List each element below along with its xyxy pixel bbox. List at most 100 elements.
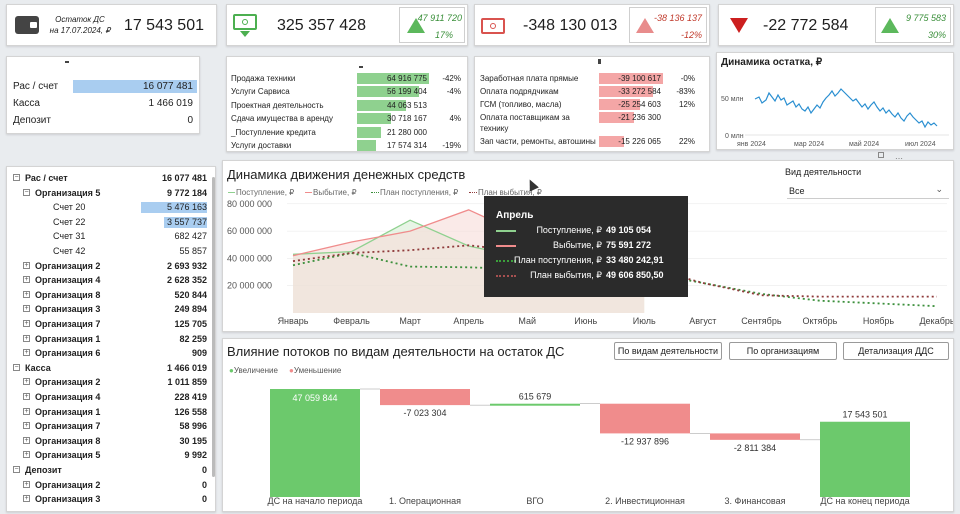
tree-row[interactable]: + Организация 7 58 996: [7, 419, 215, 434]
expand-icon[interactable]: +: [23, 349, 30, 357]
tree-row-bar: [141, 202, 207, 214]
outflow-row-label: Заработная плата прямые: [480, 74, 579, 83]
tree-row[interactable]: + Организация 2 1 011 859: [7, 375, 215, 390]
tree-row[interactable]: + Организация 3 249 894: [7, 302, 215, 317]
balance-x-tick: янв 2024: [737, 141, 766, 148]
expand-icon[interactable]: +: [23, 480, 30, 488]
tree-row[interactable]: + Организация 7 125 705: [7, 317, 215, 332]
by-activity-button[interactable]: По видам деятельности: [614, 342, 722, 360]
tree-row[interactable]: − Рас / счет 16 077 481: [7, 171, 215, 186]
expand-icon[interactable]: +: [23, 495, 30, 503]
waterfall-bar[interactable]: [600, 403, 690, 434]
tree-row-value: 126 558: [174, 406, 207, 417]
tooltip-label: План поступления, ₽: [513, 255, 602, 265]
tree-row[interactable]: − Касса 1 466 019: [7, 361, 215, 376]
waterfall-category-label: 1. Операционная: [389, 496, 461, 506]
tree-row-label: Организация 2: [35, 260, 101, 271]
tree-row-value: 55 857: [179, 246, 207, 256]
waterfall-category-label: 3. Финансовая: [725, 496, 786, 506]
expand-icon[interactable]: +: [23, 436, 30, 444]
outflow-row-bar: [599, 99, 640, 110]
expand-icon[interactable]: +: [23, 451, 30, 459]
tree-row[interactable]: Счет 20 5 476 163: [7, 200, 215, 215]
tree-scrollbar[interactable]: [212, 177, 215, 477]
outflow-row-bar: [599, 112, 634, 123]
tree-row[interactable]: + Организация 4 228 419: [7, 390, 215, 405]
expand-icon[interactable]: +: [23, 334, 30, 342]
inflow-row-label: Услуги Сарвиса: [231, 87, 290, 97]
net-delta-pct: 30%: [927, 30, 946, 40]
waterfall-bar[interactable]: [490, 403, 580, 406]
waterfall-bar[interactable]: [820, 421, 910, 497]
collapse-icon[interactable]: −: [23, 188, 30, 196]
expand-icon[interactable]: +: [23, 422, 30, 430]
tree-row[interactable]: + Организация 2 2 693 932: [7, 259, 215, 274]
dds-details-button[interactable]: Детализация ДДС: [843, 342, 949, 360]
sort-indicator-icon[interactable]: [359, 66, 363, 68]
legend-item: Поступление, ₽: [228, 188, 294, 197]
tree-row-label: Организация 7: [35, 421, 101, 432]
net-delta: 9 775 583: [905, 13, 946, 23]
collapse-icon[interactable]: −: [13, 174, 20, 181]
tree-row[interactable]: + Организация 2 0: [7, 478, 215, 493]
legend-label: Увеличение: [233, 366, 278, 375]
tree-row-value: 2 628 352: [166, 275, 207, 286]
expand-icon[interactable]: +: [23, 261, 30, 269]
tree-row[interactable]: Счет 31 682 427: [7, 229, 215, 244]
inflow-value: 325 357 428: [277, 17, 366, 34]
expand-icon[interactable]: +: [23, 407, 30, 415]
tree-row-label: Организация 1: [35, 406, 101, 417]
tree-row[interactable]: − Депозит 0: [7, 463, 215, 478]
tree-row[interactable]: + Организация 3 0: [7, 492, 215, 507]
tree-row[interactable]: + Организация 4 2 628 352: [7, 273, 215, 288]
x-tick-label: Август: [689, 316, 716, 326]
tree-row-label: Счет 31: [53, 231, 86, 242]
waterfall-data-label: -2 811 384: [734, 443, 776, 453]
waterfall-data-label: -12 937 896: [621, 436, 669, 446]
inflow-row-value: 17 574 314: [386, 141, 427, 150]
expand-icon[interactable]: +: [23, 276, 30, 284]
tree-row-value: 2 693 932: [166, 260, 207, 271]
more-options-icon[interactable]: ⋯: [895, 154, 903, 163]
waterfall-bar[interactable]: [380, 389, 470, 406]
outflow-delta: -38 136 137: [653, 13, 702, 23]
waterfall-chart-svg: 47 059 844 ДС на начало периода -7 023 304…: [268, 388, 910, 506]
expand-icon[interactable]: +: [23, 320, 30, 327]
sort-indicator-icon[interactable]: [65, 61, 69, 63]
tree-row[interactable]: + Организация 8 520 844: [7, 288, 215, 303]
expand-icon[interactable]: +: [23, 305, 30, 313]
waterfall-data-label: 17 543 501: [842, 410, 887, 420]
legend-item: ●Увеличение: [229, 366, 278, 375]
tree-row[interactable]: Счет 42 55 857: [7, 244, 215, 259]
tree-row[interactable]: Счет 22 3 557 737: [7, 215, 215, 230]
expand-icon[interactable]: +: [23, 290, 30, 298]
legend-item: ●Уменьшение: [289, 366, 342, 375]
tree-row-value: 5 476 163: [166, 202, 207, 213]
x-tick-label: Ноябрь: [863, 316, 895, 326]
tree-row[interactable]: − Организация 5 9 772 184: [7, 186, 215, 201]
waterfall-bar[interactable]: [270, 389, 360, 497]
tree-row[interactable]: + Организация 1 126 558: [7, 405, 215, 420]
focus-mode-icon[interactable]: [878, 152, 884, 158]
tree-row[interactable]: + Организация 8 30 195: [7, 434, 215, 449]
tree-row[interactable]: + Организация 1 82 259: [7, 332, 215, 347]
collapse-icon[interactable]: −: [13, 363, 20, 371]
activity-filter-dropdown[interactable]: Все ⌄: [787, 183, 949, 199]
sort-indicator-icon[interactable]: [598, 59, 601, 64]
tree-row-label: Счет 20: [53, 202, 86, 213]
accounts-bar: [73, 80, 197, 93]
expand-icon[interactable]: +: [23, 378, 30, 386]
collapse-icon[interactable]: −: [13, 466, 20, 473]
outflow-table-card: Заработная плата прямые -39 100 617 -0% Опл…: [474, 56, 710, 152]
waterfall-category-label: ВГО: [526, 496, 543, 506]
expand-icon[interactable]: +: [23, 393, 30, 400]
by-organization-button[interactable]: По организациям: [729, 342, 837, 360]
accounts-row-value: 1 466 019: [148, 98, 194, 109]
waterfall-bar[interactable]: [710, 433, 800, 440]
tree-row[interactable]: + Организация 6 909: [7, 346, 215, 361]
x-tick-label: Декабрь: [919, 316, 954, 326]
tree-row[interactable]: + Организация 5 9 992: [7, 448, 215, 463]
outflow-row-label: технику: [480, 124, 509, 133]
tree-row-value: 30 195: [179, 435, 207, 446]
waterfall-category-label: ДС на начало периода: [268, 496, 363, 506]
